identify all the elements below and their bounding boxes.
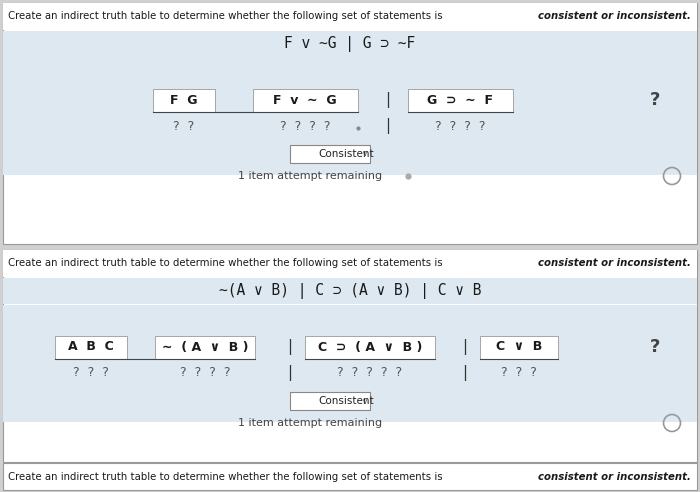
- Text: |: |: [463, 339, 468, 355]
- FancyBboxPatch shape: [480, 336, 558, 359]
- Text: ?: ?: [650, 338, 660, 356]
- Text: ?  ?  ?: ? ? ?: [501, 367, 537, 379]
- Text: |: |: [288, 365, 293, 381]
- FancyBboxPatch shape: [155, 336, 255, 359]
- Text: ?  ?  ?  ?: ? ? ? ?: [435, 120, 485, 132]
- Text: |: |: [386, 118, 391, 134]
- Text: |: |: [288, 339, 293, 355]
- Text: 1 item attempt remaining: 1 item attempt remaining: [238, 171, 382, 181]
- FancyBboxPatch shape: [3, 31, 697, 57]
- Text: Create an indirect truth table to determine whether the following set of stateme: Create an indirect truth table to determ…: [8, 472, 446, 482]
- Text: consistent or inconsistent.: consistent or inconsistent.: [538, 11, 691, 21]
- FancyBboxPatch shape: [408, 89, 513, 112]
- Text: 1 item attempt remaining: 1 item attempt remaining: [238, 418, 382, 428]
- FancyBboxPatch shape: [305, 336, 435, 359]
- FancyBboxPatch shape: [3, 305, 697, 422]
- Text: ?  ?  ?  ?: ? ? ? ?: [180, 367, 230, 379]
- FancyBboxPatch shape: [253, 89, 358, 112]
- Text: ∨: ∨: [362, 397, 368, 405]
- Text: Create an indirect truth table to determine whether the following set of stateme: Create an indirect truth table to determ…: [8, 258, 446, 268]
- Text: G  ⊃  ∼  F: G ⊃ ∼ F: [427, 93, 493, 106]
- FancyBboxPatch shape: [3, 278, 697, 304]
- FancyBboxPatch shape: [3, 250, 697, 277]
- Text: ?  ?  ?  ?  ?: ? ? ? ? ?: [337, 367, 402, 379]
- FancyBboxPatch shape: [3, 463, 697, 490]
- Text: F  v  ∼  G: F v ∼ G: [273, 93, 337, 106]
- Text: C  ⊃  ( A  ∨  B ): C ⊃ ( A ∨ B ): [318, 340, 422, 353]
- Text: consistent or inconsistent.: consistent or inconsistent.: [538, 258, 691, 268]
- FancyBboxPatch shape: [55, 336, 127, 359]
- Text: |: |: [386, 92, 391, 108]
- Text: Consistent: Consistent: [318, 149, 374, 159]
- Text: |: |: [463, 365, 468, 381]
- Text: A  B  C: A B C: [68, 340, 114, 353]
- Text: F v ∼G | G ⊃ ∼F: F v ∼G | G ⊃ ∼F: [284, 36, 416, 52]
- Text: Consistent: Consistent: [318, 396, 374, 406]
- Text: ?: ?: [650, 91, 660, 109]
- Text: C  ∨  B: C ∨ B: [496, 340, 542, 353]
- FancyBboxPatch shape: [3, 3, 697, 30]
- FancyBboxPatch shape: [290, 392, 370, 410]
- FancyBboxPatch shape: [3, 250, 697, 462]
- FancyBboxPatch shape: [290, 145, 370, 163]
- Text: Create an indirect truth table to determine whether the following set of stateme: Create an indirect truth table to determ…: [8, 11, 446, 21]
- Text: F  G: F G: [170, 93, 197, 106]
- FancyBboxPatch shape: [3, 3, 697, 244]
- FancyBboxPatch shape: [153, 89, 215, 112]
- Text: ∼(A ∨ B) | C ⊃ (A ∨ B) | C ∨ B: ∼(A ∨ B) | C ⊃ (A ∨ B) | C ∨ B: [218, 283, 482, 299]
- Text: ∼  ( A  ∨  B ): ∼ ( A ∨ B ): [162, 340, 248, 353]
- Text: ?  ?  ?: ? ? ?: [73, 367, 109, 379]
- Text: consistent or inconsistent.: consistent or inconsistent.: [538, 472, 691, 482]
- FancyBboxPatch shape: [3, 57, 697, 175]
- Text: ∨: ∨: [362, 150, 368, 158]
- Text: ?  ?  ?  ?: ? ? ? ?: [280, 120, 330, 132]
- Text: ?  ?: ? ?: [174, 120, 195, 132]
